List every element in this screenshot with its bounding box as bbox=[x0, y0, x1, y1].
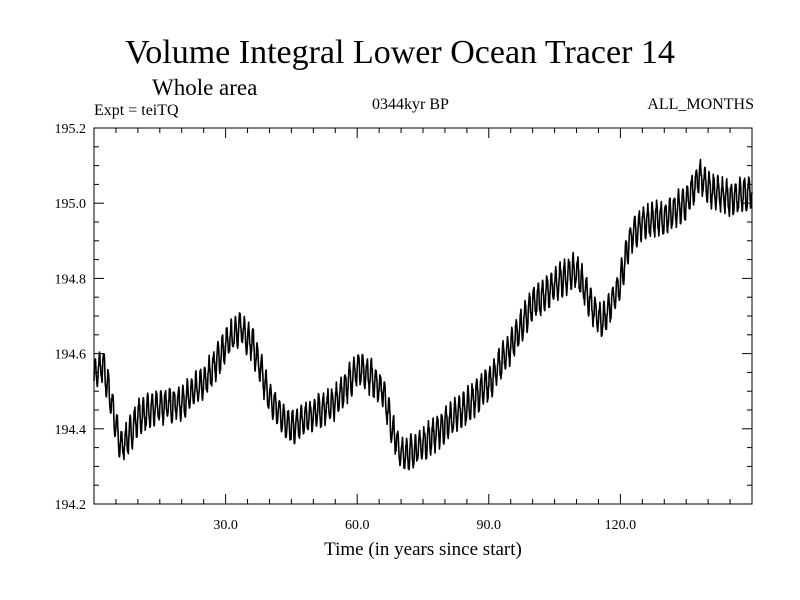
chart-title: Volume Integral Lower Ocean Tracer 14 bbox=[125, 34, 675, 71]
y-tick-label: 195.0 bbox=[55, 197, 87, 212]
y-tick-label: 194.8 bbox=[55, 272, 87, 287]
y-tick-label: 194.2 bbox=[55, 498, 87, 513]
x-axis-label: Time (in years since start) bbox=[324, 539, 522, 560]
y-tick-label: 195.2 bbox=[55, 122, 87, 137]
x-tick-label: 60.0 bbox=[345, 518, 370, 533]
series-line bbox=[93, 158, 753, 471]
chart-subtitle: Whole area bbox=[152, 75, 258, 100]
y-tick-label: 194.4 bbox=[55, 423, 87, 438]
experiment-label: Expt = teiTQ bbox=[94, 102, 179, 119]
x-tick-label: 30.0 bbox=[213, 518, 238, 533]
x-tick-label: 90.0 bbox=[477, 518, 502, 533]
series-group bbox=[93, 158, 753, 471]
months-label: ALL_MONTHS bbox=[647, 96, 754, 113]
period-label: 0344kyr BP bbox=[372, 96, 449, 113]
y-tick-label: 194.6 bbox=[55, 348, 87, 363]
x-tick-label: 120.0 bbox=[605, 518, 637, 533]
tick-labels: 30.0 60.0 90.0 120.0 194.2 194.4 194.6 194.8 195… bbox=[55, 122, 637, 533]
